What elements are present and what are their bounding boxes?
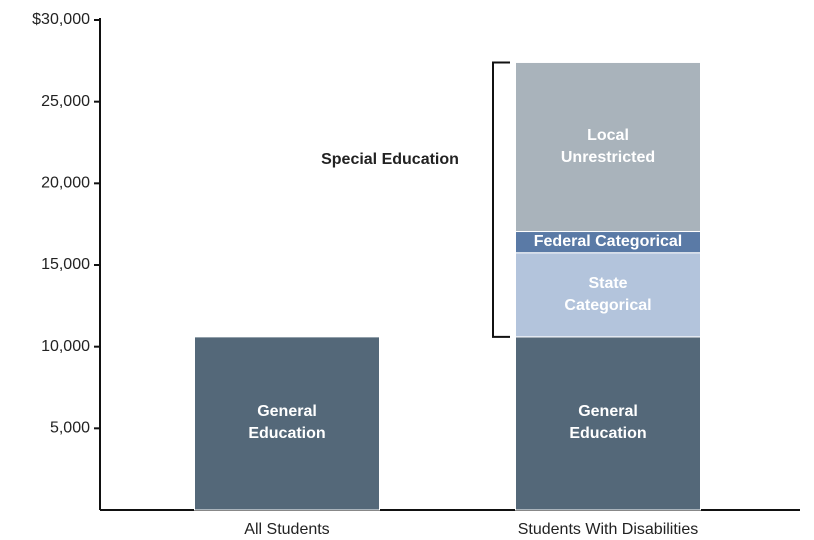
bar-segment xyxy=(515,336,701,511)
segment-label: Local Unrestricted xyxy=(560,126,656,166)
bar-segment xyxy=(194,336,380,511)
x-tick-label: All Students xyxy=(244,521,329,538)
segment-label: General Education xyxy=(248,403,326,443)
segment-label: General Education xyxy=(569,403,647,443)
bar-segment xyxy=(515,61,701,233)
bar-segment xyxy=(515,252,701,338)
y-tick-label: 20,000 xyxy=(41,175,90,192)
annotation: Special Education xyxy=(321,151,459,168)
y-tick-label: 15,000 xyxy=(41,256,90,273)
segment-label: State Categorical xyxy=(564,274,652,314)
y-tick-label: 10,000 xyxy=(41,338,90,355)
y-tick-label: 5,000 xyxy=(50,420,90,437)
segment-label: Federal Categorical xyxy=(533,233,683,251)
bracket xyxy=(492,61,510,338)
x-tick-label: Students With Disabilities xyxy=(518,521,699,538)
y-tick-label: 25,000 xyxy=(41,93,90,110)
y-tick-label: $30,000 xyxy=(32,11,90,28)
